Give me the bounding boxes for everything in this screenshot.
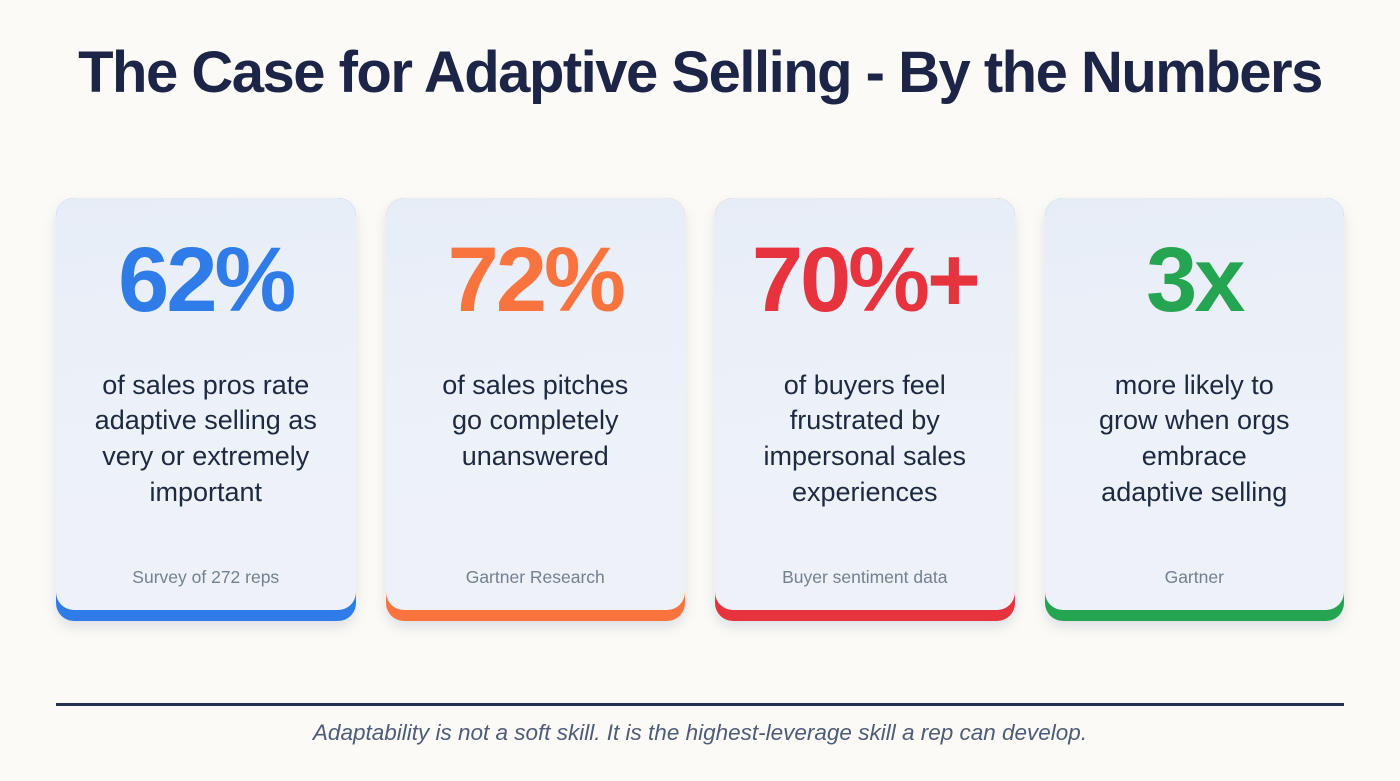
stat-card-body: 72% of sales pitches go completely unans… [385,197,685,610]
stat-description: of sales pitches go completely unanswere… [442,369,629,471]
stat-card-growth-multiplier: 3x more likely to grow when orgs embrace… [1044,197,1344,621]
stat-source: Gartner [1164,566,1224,587]
stat-card-adaptive-importance: 62% of sales pros rate adaptive selling … [56,197,356,621]
stat-card-body: 70%+ of buyers feel frustrated by impers… [715,197,1015,610]
stat-source: Buyer sentiment data [782,566,948,587]
stat-description: of buyers feel frustrated by impersonal … [763,369,967,507]
stat-description: of sales pros rate adaptive selling as v… [94,369,317,507]
stat-source: Survey of 272 reps [132,566,280,587]
footer-quote: Adaptability is not a soft skill. It is … [312,719,1088,745]
stat-source: Gartner Research [465,566,605,587]
stat-cards-row: 62% of sales pros rate adaptive selling … [56,197,1344,621]
stat-value: 72% [447,228,626,331]
stat-value: 70%+ [751,228,981,331]
stat-card-body: 3x more likely to grow when orgs embrace… [1044,197,1344,610]
stat-value: 62% [118,228,296,331]
page-title: The Case for Adaptive Selling - By the N… [78,40,1323,105]
stat-value: 3x [1146,228,1245,331]
stat-description: more likely to grow when orgs embrace ad… [1098,369,1290,507]
stat-card-unanswered-pitches: 72% of sales pitches go completely unans… [385,197,685,621]
footer-divider [56,702,1344,706]
stat-card-body: 62% of sales pros rate adaptive selling … [56,197,356,610]
stat-card-frustrated-buyers: 70%+ of buyers feel frustrated by impers… [715,197,1015,621]
